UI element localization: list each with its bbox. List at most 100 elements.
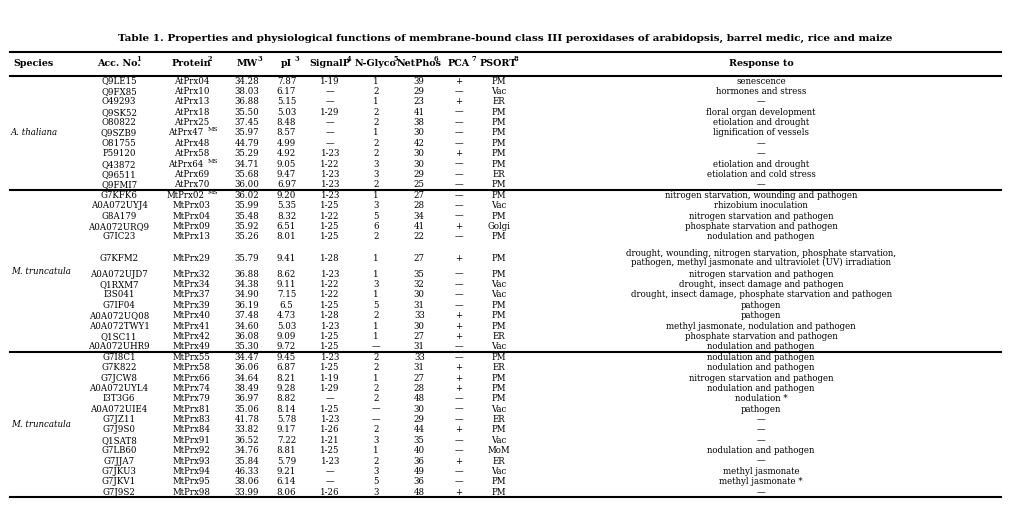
- Text: MtPrx41: MtPrx41: [173, 322, 210, 331]
- Text: —: —: [455, 477, 463, 486]
- Text: Golgi: Golgi: [487, 222, 510, 231]
- Text: 29: 29: [413, 170, 425, 179]
- Text: Q96511: Q96511: [102, 170, 136, 179]
- Text: 1-23: 1-23: [320, 270, 340, 279]
- Text: PM: PM: [491, 180, 506, 189]
- Text: MtPrx94: MtPrx94: [173, 467, 210, 476]
- Text: Vac: Vac: [491, 405, 507, 414]
- Text: 30: 30: [413, 160, 425, 169]
- Text: +: +: [455, 149, 462, 158]
- Text: etiolation and drought: etiolation and drought: [713, 118, 809, 127]
- Text: MtPrx29: MtPrx29: [173, 254, 210, 263]
- Text: MtPrx32: MtPrx32: [173, 270, 210, 279]
- Text: A0A072UQ08: A0A072UQ08: [89, 311, 150, 320]
- Text: 8.62: 8.62: [277, 270, 296, 279]
- Text: 8: 8: [514, 55, 518, 63]
- Text: 6.97: 6.97: [277, 180, 296, 189]
- Text: 2: 2: [373, 139, 378, 148]
- Text: PM: PM: [491, 160, 506, 169]
- Text: NetPhos: NetPhos: [396, 60, 442, 69]
- Text: 2: 2: [373, 118, 378, 127]
- Text: PM: PM: [491, 394, 506, 403]
- Text: 3: 3: [373, 160, 378, 169]
- Text: 1: 1: [373, 128, 378, 137]
- Text: G7KFM2: G7KFM2: [99, 254, 139, 263]
- Text: —: —: [326, 97, 335, 106]
- Text: M. truncatula: M. truncatula: [11, 267, 71, 276]
- Text: —: —: [326, 118, 335, 127]
- Text: 35.26: 35.26: [235, 232, 259, 241]
- Text: 35.97: 35.97: [235, 128, 259, 137]
- Text: 6.14: 6.14: [277, 477, 296, 486]
- Text: G7KFK6: G7KFK6: [101, 191, 137, 200]
- Text: G7JKV1: G7JKV1: [102, 477, 136, 486]
- Text: 3: 3: [373, 201, 378, 210]
- Text: A. thaliana: A. thaliana: [11, 128, 59, 137]
- Text: PM: PM: [491, 488, 506, 497]
- Text: 36.00: 36.00: [235, 180, 260, 189]
- Text: ER: ER: [492, 332, 504, 341]
- Text: 2: 2: [373, 363, 378, 372]
- Text: 34.28: 34.28: [235, 77, 259, 85]
- Text: 41.78: 41.78: [235, 415, 260, 424]
- Text: 36.06: 36.06: [235, 363, 259, 372]
- Text: 3: 3: [258, 55, 263, 63]
- Text: 2: 2: [373, 232, 378, 241]
- Text: —: —: [326, 139, 335, 148]
- Text: MtPrx81: MtPrx81: [172, 405, 210, 414]
- Text: AtPrx47: AtPrx47: [168, 128, 203, 137]
- Text: ER: ER: [492, 170, 504, 179]
- Text: 1: 1: [373, 446, 378, 455]
- Text: 35.79: 35.79: [235, 254, 259, 263]
- Text: AtPrx25: AtPrx25: [174, 118, 209, 127]
- Text: pathogen: pathogen: [741, 301, 782, 310]
- Text: hormones and stress: hormones and stress: [716, 87, 807, 96]
- Text: Vac: Vac: [491, 342, 507, 351]
- Text: G8A179: G8A179: [101, 212, 136, 221]
- Text: MS: MS: [207, 190, 217, 195]
- Text: 40: 40: [413, 446, 425, 455]
- Text: 9.20: 9.20: [277, 191, 296, 200]
- Text: 6.51: 6.51: [277, 222, 296, 231]
- Text: 2: 2: [373, 311, 378, 320]
- Text: —: —: [371, 415, 380, 424]
- Text: 35: 35: [413, 436, 425, 445]
- Text: 31: 31: [413, 342, 425, 351]
- Text: Response to: Response to: [729, 60, 794, 69]
- Text: 1: 1: [373, 322, 378, 331]
- Text: 1: 1: [373, 77, 378, 85]
- Text: MS: MS: [207, 159, 217, 164]
- Text: 1: 1: [373, 254, 378, 263]
- Text: G7I8C1: G7I8C1: [102, 353, 135, 362]
- Text: PM: PM: [491, 374, 506, 383]
- Text: 1-26: 1-26: [320, 426, 340, 434]
- Text: 3: 3: [373, 488, 378, 497]
- Text: 34: 34: [413, 212, 425, 221]
- Text: —: —: [757, 488, 765, 497]
- Text: 1-21: 1-21: [320, 436, 340, 445]
- Text: —: —: [455, 270, 463, 279]
- Text: +: +: [455, 363, 462, 372]
- Text: 2: 2: [373, 426, 378, 434]
- Text: 34.71: 34.71: [235, 160, 259, 169]
- Text: 1-25: 1-25: [320, 301, 340, 310]
- Text: +: +: [455, 222, 462, 231]
- Text: A0A072URQ9: A0A072URQ9: [89, 222, 150, 231]
- Text: 1: 1: [373, 191, 378, 200]
- Text: A0A072TWY1: A0A072TWY1: [89, 322, 150, 331]
- Text: 4.99: 4.99: [277, 139, 296, 148]
- Text: 1-25: 1-25: [320, 446, 340, 455]
- Text: senescence: senescence: [736, 77, 786, 85]
- Text: 38: 38: [413, 118, 425, 127]
- Text: MoM: MoM: [487, 446, 510, 455]
- Text: PM: PM: [491, 353, 506, 362]
- Text: 35.99: 35.99: [235, 201, 259, 210]
- Text: —: —: [455, 301, 463, 310]
- Text: 8.01: 8.01: [277, 232, 296, 241]
- Text: MtPrx58: MtPrx58: [173, 363, 210, 372]
- Text: 2: 2: [373, 457, 378, 466]
- Text: floral organ development: floral organ development: [707, 108, 816, 117]
- Text: 2: 2: [373, 384, 378, 393]
- Text: 23: 23: [413, 97, 425, 106]
- Text: 36: 36: [413, 457, 425, 466]
